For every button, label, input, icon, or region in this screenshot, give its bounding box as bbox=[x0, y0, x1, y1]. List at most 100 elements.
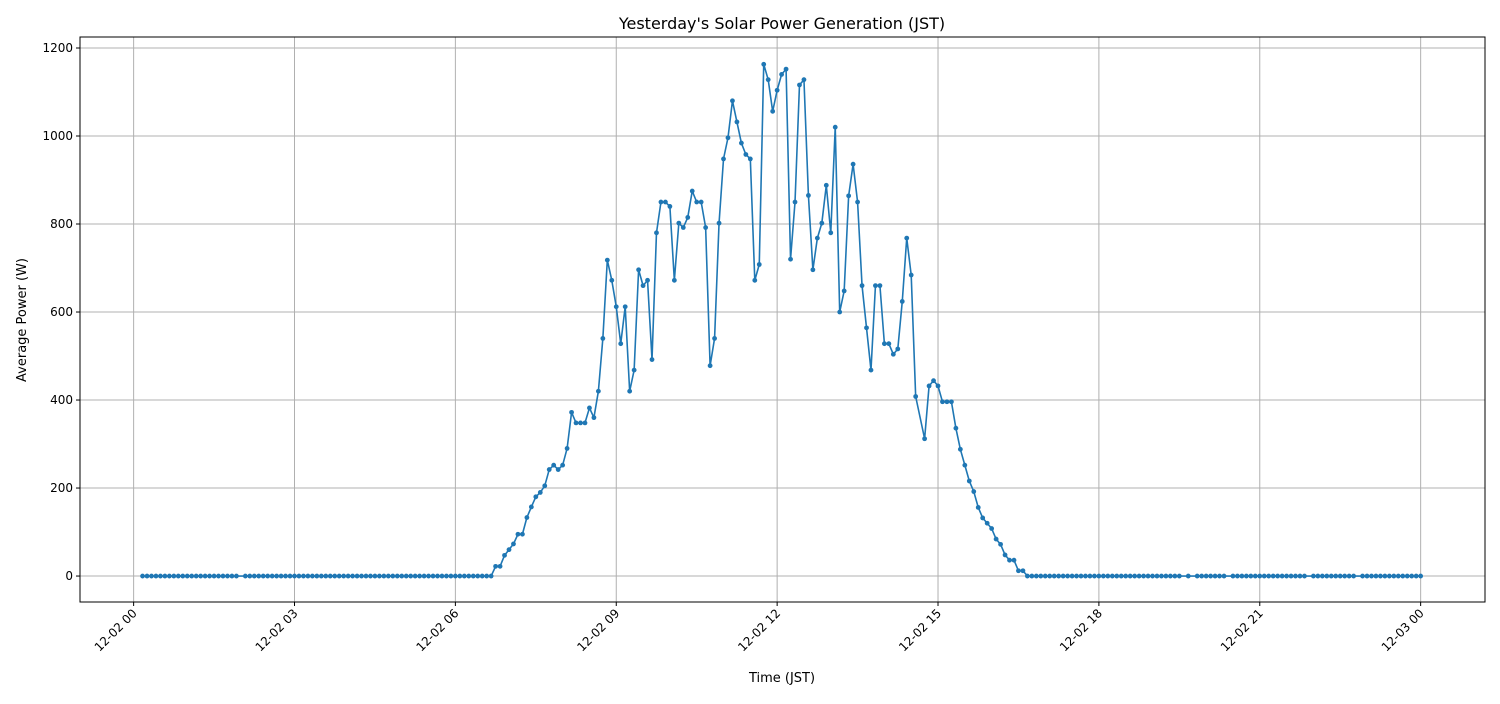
data-point bbox=[913, 394, 919, 399]
data-point bbox=[533, 494, 539, 500]
x-axis-label: Time (JST) bbox=[748, 671, 815, 686]
data-point bbox=[1239, 573, 1245, 579]
data-point bbox=[582, 420, 588, 426]
data-point bbox=[189, 573, 195, 579]
data-point bbox=[801, 77, 807, 83]
data-point bbox=[1221, 573, 1227, 579]
data-point bbox=[1284, 573, 1289, 579]
data-point bbox=[1109, 573, 1115, 579]
data-point bbox=[886, 341, 892, 347]
data-point bbox=[1319, 573, 1325, 579]
data-point bbox=[1333, 573, 1339, 579]
data-point bbox=[975, 504, 981, 510]
data-point bbox=[1029, 573, 1035, 579]
plot-frame bbox=[79, 36, 1486, 603]
data-point bbox=[435, 573, 440, 579]
data-point bbox=[528, 504, 534, 510]
data-point bbox=[676, 220, 682, 226]
data-point bbox=[542, 483, 548, 489]
data-point bbox=[783, 66, 789, 72]
data-point bbox=[864, 325, 869, 331]
data-point bbox=[363, 573, 369, 579]
data-point bbox=[256, 573, 262, 579]
data-point bbox=[546, 467, 552, 472]
x-tick-label: 12-02 09 bbox=[574, 606, 622, 654]
y-tick-label: 1200 bbox=[42, 41, 73, 55]
data-point bbox=[1199, 573, 1205, 579]
data-point bbox=[1011, 557, 1017, 563]
data-point bbox=[971, 489, 977, 494]
chart-title: Yesterday's Solar Power Generation (JST) bbox=[618, 14, 945, 33]
data-point bbox=[680, 225, 686, 230]
data-point bbox=[591, 415, 597, 421]
data-point bbox=[1194, 573, 1200, 579]
data-point bbox=[667, 204, 673, 209]
data-point bbox=[166, 573, 172, 579]
data-point bbox=[1243, 573, 1249, 579]
data-point bbox=[1409, 573, 1415, 579]
data-point bbox=[734, 119, 740, 125]
data-point bbox=[1172, 573, 1178, 579]
data-point bbox=[595, 388, 601, 394]
data-point bbox=[171, 573, 177, 579]
data-point bbox=[698, 199, 704, 205]
data-point bbox=[475, 573, 481, 579]
data-point bbox=[287, 573, 293, 579]
data-point bbox=[381, 573, 387, 579]
data-point bbox=[354, 573, 360, 579]
data-point bbox=[922, 436, 928, 442]
data-point bbox=[658, 199, 664, 205]
data-point bbox=[850, 161, 856, 167]
data-point bbox=[1024, 573, 1030, 579]
data-point bbox=[770, 108, 776, 114]
data-point bbox=[761, 61, 767, 67]
data-point bbox=[949, 399, 954, 405]
data-point bbox=[372, 573, 378, 579]
data-point bbox=[841, 288, 847, 294]
data-point bbox=[551, 462, 557, 468]
data-point bbox=[1310, 573, 1316, 579]
data-point bbox=[149, 573, 154, 579]
data-point bbox=[497, 563, 503, 569]
power-line bbox=[142, 63, 1421, 577]
data-point bbox=[202, 573, 208, 579]
data-point bbox=[881, 341, 887, 347]
data-point bbox=[484, 573, 490, 579]
data-point bbox=[578, 420, 583, 426]
data-point bbox=[466, 573, 472, 579]
data-point bbox=[627, 388, 633, 394]
data-point bbox=[640, 283, 646, 289]
data-point bbox=[868, 367, 874, 373]
data-point bbox=[1212, 573, 1218, 579]
data-point bbox=[1154, 573, 1160, 579]
data-point bbox=[1266, 573, 1272, 579]
data-point bbox=[873, 283, 878, 289]
data-point bbox=[989, 526, 995, 531]
data-point bbox=[957, 446, 963, 452]
y-tick-label: 1000 bbox=[42, 129, 73, 143]
data-point bbox=[448, 573, 454, 579]
data-point bbox=[1069, 573, 1075, 579]
data-point bbox=[336, 573, 342, 579]
data-point bbox=[1293, 573, 1298, 579]
data-point bbox=[1270, 573, 1276, 579]
data-point bbox=[506, 547, 512, 553]
data-point bbox=[1083, 573, 1088, 579]
data-point bbox=[211, 573, 217, 579]
data-point bbox=[730, 98, 735, 104]
data-point bbox=[1400, 573, 1406, 579]
x-tick-label: 12-03 00 bbox=[1379, 606, 1427, 654]
data-point bbox=[350, 573, 355, 579]
data-point bbox=[712, 336, 717, 341]
data-point bbox=[587, 405, 592, 411]
data-point bbox=[1252, 573, 1258, 579]
data-point bbox=[1074, 573, 1079, 579]
data-point bbox=[1418, 573, 1424, 579]
data-point bbox=[193, 573, 199, 579]
data-point bbox=[265, 573, 271, 579]
data-point bbox=[832, 124, 838, 130]
data-point bbox=[877, 283, 883, 289]
series-line bbox=[140, 61, 1424, 579]
data-point bbox=[855, 199, 860, 205]
ticks: 12-02 00 12-02 03 12-02 06 12-02 09 12-02 12… bbox=[42, 41, 1426, 654]
